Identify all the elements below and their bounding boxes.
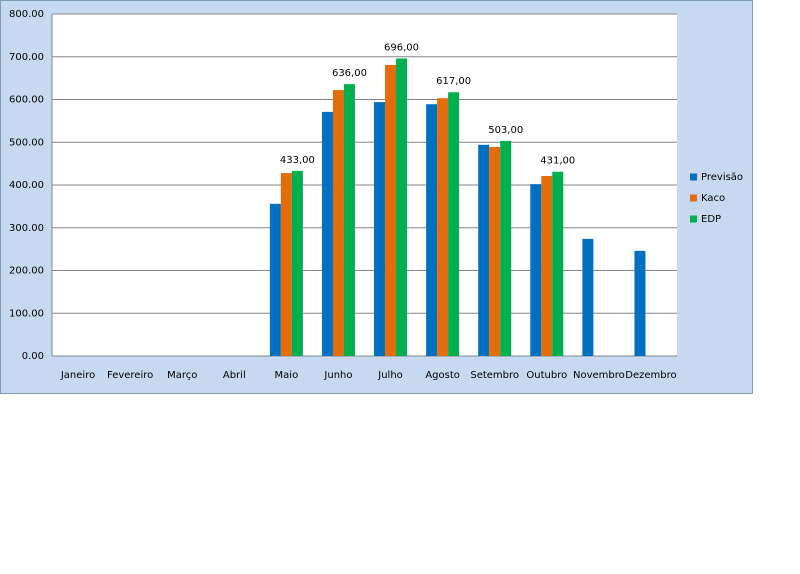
- y-tick-label: 500.00: [9, 137, 44, 148]
- legend-swatch: [690, 215, 697, 223]
- bar: [321, 111, 333, 357]
- bar: [489, 146, 501, 356]
- bar: [552, 171, 564, 356]
- bar: [374, 102, 386, 356]
- data-label: 433,00: [280, 155, 315, 166]
- legend-swatch: [690, 194, 697, 202]
- x-tick-label: Dezembro: [625, 370, 676, 381]
- data-label: 617,00: [436, 76, 471, 87]
- bar: [634, 250, 646, 356]
- legend-label: Previsão: [701, 172, 743, 183]
- bar: [582, 238, 594, 356]
- legend-swatch: [690, 173, 697, 181]
- x-tick-label: Novembro: [573, 370, 625, 381]
- bar: [343, 84, 355, 357]
- bar: [269, 203, 281, 356]
- bar: [332, 90, 344, 356]
- bar: [530, 184, 542, 356]
- y-tick-label: 400.00: [9, 180, 44, 191]
- data-label: 431,00: [540, 156, 575, 167]
- bar: [426, 104, 438, 356]
- y-tick-label: 600.00: [9, 95, 44, 106]
- x-tick-label: Janeiro: [60, 370, 95, 381]
- bar: [291, 170, 303, 356]
- bar: [478, 144, 490, 356]
- x-tick-label: Agosto: [425, 370, 460, 381]
- data-label: 503,00: [488, 125, 523, 136]
- legend-label: Kaco: [701, 193, 725, 204]
- bar: [385, 64, 397, 356]
- y-tick-label: 0.00: [22, 351, 44, 362]
- y-tick-label: 100.00: [9, 308, 44, 319]
- x-tick-label: Fevereiro: [107, 370, 153, 381]
- x-tick-label: Setembro: [470, 370, 519, 381]
- x-tick-label: Junho: [323, 370, 352, 381]
- data-label: 696,00: [384, 42, 419, 53]
- bar: [280, 173, 292, 356]
- y-tick-label: 200.00: [9, 266, 44, 277]
- bar: [500, 140, 512, 356]
- data-label: 636,00: [332, 68, 367, 79]
- x-tick-label: Julho: [377, 370, 403, 381]
- x-tick-label: Abril: [223, 370, 246, 381]
- x-tick-label: Março: [167, 370, 197, 381]
- bar: [437, 98, 449, 356]
- y-tick-label: 800.00: [9, 9, 44, 20]
- y-tick-label: 700.00: [9, 52, 44, 63]
- x-tick-label: Outubro: [526, 370, 567, 381]
- bar: [541, 176, 553, 356]
- y-tick-label: 300.00: [9, 223, 44, 234]
- legend-label: EDP: [701, 214, 721, 225]
- x-tick-label: Maio: [275, 370, 299, 381]
- bar: [448, 92, 460, 357]
- bar: [396, 58, 408, 357]
